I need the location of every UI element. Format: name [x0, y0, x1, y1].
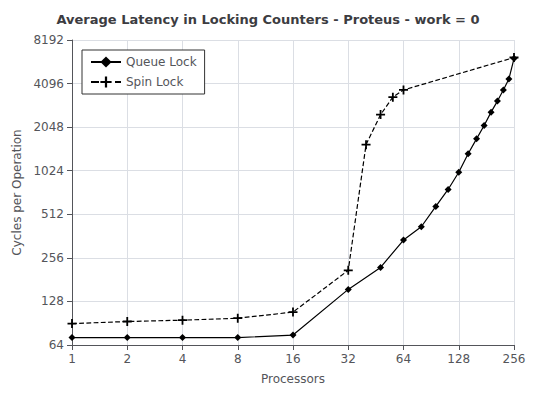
svg-text:Spin Lock: Spin Lock: [126, 75, 183, 89]
svg-text:1024: 1024: [33, 164, 64, 178]
svg-text:4: 4: [179, 352, 187, 366]
svg-text:1: 1: [68, 352, 76, 366]
svg-text:32: 32: [341, 352, 356, 366]
svg-text:Cycles per Operation: Cycles per Operation: [10, 129, 24, 255]
svg-text:128: 128: [447, 352, 470, 366]
svg-text:8192: 8192: [33, 33, 64, 47]
svg-text:16: 16: [285, 352, 300, 366]
svg-text:4096: 4096: [33, 77, 64, 91]
svg-text:Processors: Processors: [261, 372, 325, 386]
svg-text:64: 64: [396, 352, 411, 366]
svg-text:8: 8: [234, 352, 242, 366]
svg-text:128: 128: [41, 294, 64, 308]
svg-text:64: 64: [49, 338, 64, 352]
svg-text:Queue Lock: Queue Lock: [126, 55, 197, 69]
svg-text:256: 256: [503, 352, 526, 366]
svg-text:2: 2: [123, 352, 131, 366]
svg-text:Average Latency in Locking Cou: Average Latency in Locking Counters - Pr…: [56, 12, 479, 27]
svg-text:512: 512: [41, 207, 64, 221]
svg-text:2048: 2048: [33, 120, 64, 134]
svg-text:256: 256: [41, 251, 64, 265]
